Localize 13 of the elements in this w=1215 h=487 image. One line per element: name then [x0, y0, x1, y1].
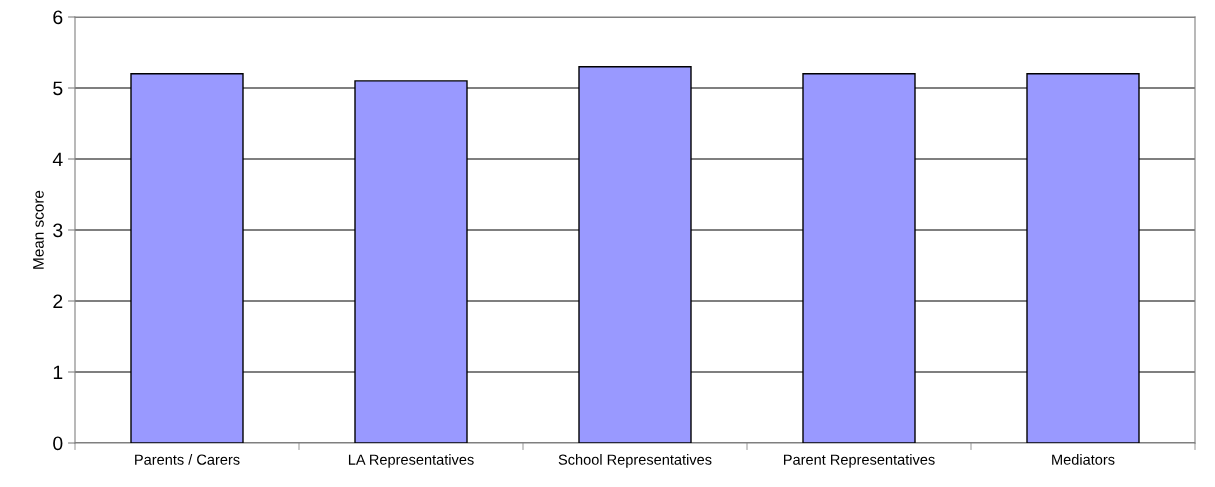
y-axis-title: Mean score	[33, 190, 44, 269]
y-tick-label: 0	[53, 436, 63, 451]
y-tick-label: 6	[53, 10, 63, 25]
y-tick-label: 2	[53, 294, 63, 309]
x-tick-label: School Representatives	[558, 454, 712, 468]
x-tick-label: Parents / Carers	[135, 454, 240, 465]
y-tick-label: 5	[53, 81, 63, 96]
x-tick-label: LA Representatives	[348, 454, 474, 468]
x-tick-label: Mediators	[1052, 454, 1115, 465]
y-tick-label: 3	[53, 223, 63, 238]
y-tick-label: 1	[53, 365, 63, 380]
y-tick-label: 4	[52, 152, 63, 167]
x-tick-label: Parent Representatives	[784, 454, 935, 468]
